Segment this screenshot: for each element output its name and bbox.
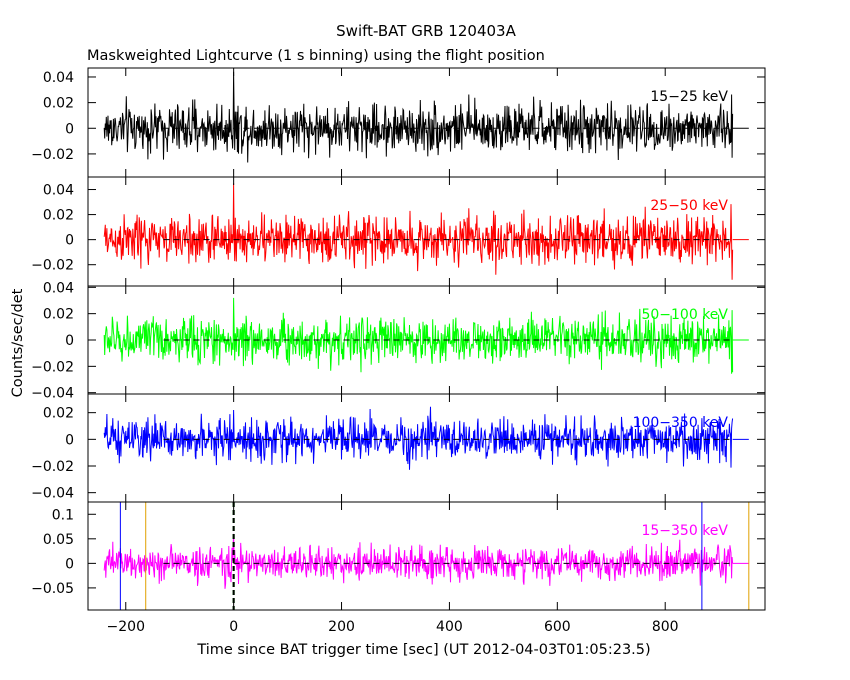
series-line-3: [103, 297, 734, 374]
x-tick-label-2: 0: [229, 619, 238, 635]
y-tick-label-4-3: 0: [65, 432, 74, 448]
chart-title: Swift-BAT GRB 120403A: [336, 22, 516, 40]
y-tick-label-2-4: 0.04: [43, 183, 74, 199]
y-tick-label-5-2: 0: [65, 556, 74, 572]
x-tick-label-4: 400: [436, 619, 463, 635]
x-tick-label-3: 200: [328, 619, 355, 635]
y-tick-label-4-2: −0.02: [31, 459, 74, 475]
series-line-2: [103, 183, 734, 280]
y-tick-label-3-3: 0: [65, 333, 74, 349]
panels-group: −0.02 0 0.02 0.04 15−25 keV −0.02 0 0.02 0.04 25−…: [31, 67, 766, 635]
y-tick-label-3-5: 0.04: [43, 280, 74, 296]
x-tick-label-1: −200: [107, 619, 145, 635]
panel-2: −0.02 0 0.02 0.04 25−50 keV: [31, 176, 766, 287]
y-tick-label-3-2: −0.02: [31, 359, 74, 375]
series-line-4: [103, 406, 734, 470]
x-tick-label-6: 800: [652, 619, 679, 635]
panel-3: −0.04 −0.02 0 0.02 0.04 50−100 keV: [31, 280, 766, 402]
panel-label-3: 50−100 keV: [641, 307, 728, 323]
y-tick-label-1-1: −0.02: [31, 147, 74, 163]
y-tick-label-2-3: 0.02: [43, 208, 74, 224]
y-tick-label-5-3: 0.05: [43, 532, 74, 548]
y-tick-label-3-1: −0.04: [31, 386, 74, 402]
panel-label-1: 15−25 keV: [650, 89, 728, 105]
y-tick-label-1-4: 0.04: [43, 70, 74, 86]
y-tick-label-4-1: −0.04: [31, 486, 74, 502]
y-tick-label-2-1: −0.02: [31, 258, 74, 274]
y-tick-label-5-4: 0.1: [52, 507, 74, 523]
panel-5: −0.05 0 0.05 0.1 15−350 keV: [31, 501, 766, 611]
x-axis-label: Time since BAT trigger time [sec] (UT 20…: [196, 642, 650, 658]
panel-frame-5: [87, 501, 766, 611]
series-line-5: [103, 533, 734, 589]
panel-label-5: 15−350 keV: [641, 523, 728, 539]
panel-1: −0.02 0 0.02 0.04 15−25 keV: [31, 67, 766, 178]
chart-subtitle: Maskweighted Lightcurve (1 s binning) us…: [87, 48, 545, 64]
panel-label-4: 100−350 keV: [633, 415, 729, 431]
y-tick-label-3-4: 0.02: [43, 307, 74, 323]
y-tick-label-4-4: 0.02: [43, 406, 74, 422]
y-tick-label-1-2: 0: [65, 121, 74, 137]
y-tick-label-1-3: 0.02: [43, 96, 74, 112]
panel-4: −0.04 −0.02 0 0.02 100−350 keV: [31, 393, 766, 503]
y-axis-label: Counts/sec/det: [10, 288, 26, 397]
panel-label-2: 25−50 keV: [650, 198, 728, 214]
x-tick-label-5: 600: [544, 619, 571, 635]
y-tick-label-2-2: 0: [65, 233, 74, 249]
y-tick-label-5-1: −0.05: [31, 581, 74, 597]
series-line-1: [103, 71, 734, 163]
